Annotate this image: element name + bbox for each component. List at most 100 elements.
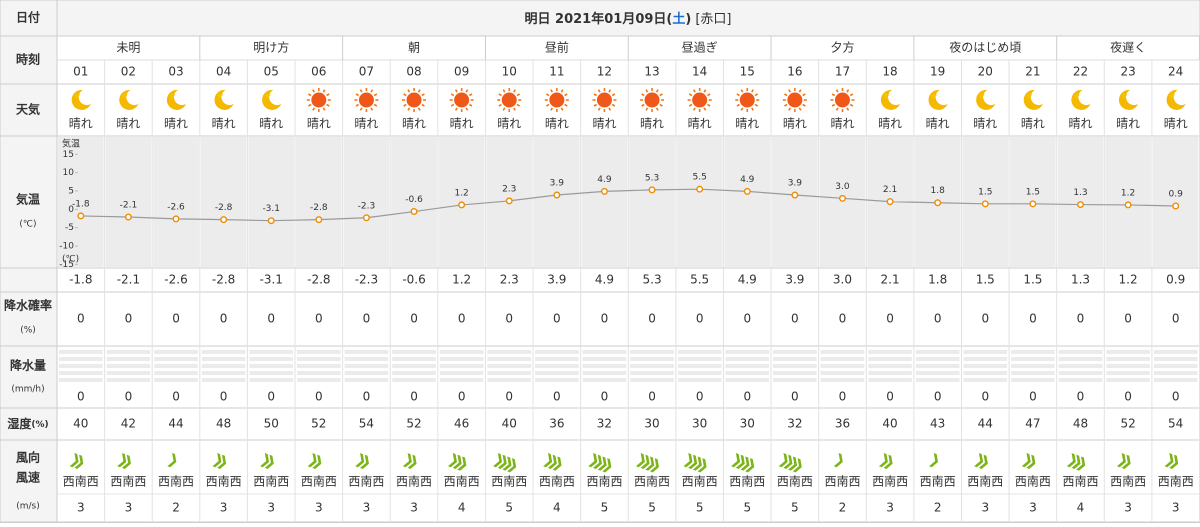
sun-disc bbox=[358, 92, 374, 108]
precip-stripe bbox=[773, 378, 817, 382]
temp-value: -1.8 bbox=[69, 273, 92, 287]
precip-stripe bbox=[535, 371, 579, 375]
wind-chevron bbox=[1076, 456, 1086, 471]
hour-label: 24 bbox=[1168, 65, 1183, 79]
sun-disc bbox=[406, 92, 422, 108]
pop-value: 0 bbox=[743, 312, 751, 326]
weather-text: 晴れ bbox=[259, 117, 283, 131]
precip-value: 0 bbox=[458, 390, 466, 404]
temp-point-label: -2.1 bbox=[120, 201, 138, 211]
wind-icon bbox=[833, 453, 843, 468]
sun-ray bbox=[465, 89, 469, 93]
wind-speed: 5 bbox=[696, 501, 704, 515]
sun-ray bbox=[798, 107, 802, 111]
precip-stripe bbox=[725, 350, 770, 354]
wind-chevron bbox=[1116, 453, 1126, 468]
y-tick-label: 0 bbox=[68, 205, 74, 215]
sun-icon bbox=[640, 88, 665, 112]
sun-ray bbox=[849, 93, 854, 97]
sun-ray bbox=[312, 89, 316, 93]
pop-value: 0 bbox=[220, 312, 228, 326]
weather-text: 晴れ bbox=[640, 117, 664, 131]
wind-chevron bbox=[1164, 453, 1174, 468]
humidity-value: 36 bbox=[835, 417, 850, 431]
pop-value: 0 bbox=[648, 312, 656, 326]
precip-value: 0 bbox=[1172, 390, 1180, 404]
humidity-value: 40 bbox=[882, 417, 897, 431]
sun-ray bbox=[703, 107, 707, 111]
precip-value: 0 bbox=[1124, 390, 1132, 404]
wind-chevron bbox=[597, 456, 607, 471]
pop-value: 0 bbox=[981, 312, 989, 326]
precip-stripe bbox=[868, 378, 912, 382]
precip-value: 0 bbox=[553, 390, 561, 404]
humidity-value: 40 bbox=[502, 417, 517, 431]
precip-stripe bbox=[201, 357, 246, 361]
wind-speed: 4 bbox=[1077, 501, 1085, 515]
temp-point bbox=[1076, 201, 1084, 209]
sun-icon bbox=[687, 88, 712, 112]
precip-stripe bbox=[487, 371, 532, 375]
sun-ray bbox=[593, 93, 598, 97]
sun-ray bbox=[454, 89, 458, 93]
precip-stripe bbox=[630, 371, 674, 375]
precip-stripe bbox=[344, 378, 389, 382]
wind-icon bbox=[260, 453, 274, 469]
precip-stripe bbox=[59, 364, 103, 368]
temp-point-label: 3.9 bbox=[788, 179, 803, 189]
sun-ray bbox=[564, 103, 568, 107]
chart-cell bbox=[1152, 137, 1199, 267]
sun-ray bbox=[835, 107, 839, 111]
temp-value: 2.1 bbox=[881, 273, 900, 287]
precip-stripe bbox=[630, 350, 674, 354]
precip-value: 0 bbox=[77, 390, 85, 404]
temp-point bbox=[172, 215, 180, 223]
wind-chevron bbox=[640, 454, 650, 469]
row-label: 降水確率 bbox=[4, 298, 52, 313]
temp-point bbox=[886, 198, 894, 206]
wind-chevron bbox=[688, 454, 698, 469]
precip-stripe bbox=[820, 350, 865, 354]
weather-text: 晴れ bbox=[926, 117, 950, 131]
wind-chevron bbox=[649, 458, 659, 473]
sun-ray bbox=[736, 93, 740, 97]
sun-disc bbox=[787, 92, 803, 108]
hour-label: 15 bbox=[740, 65, 755, 79]
temp-point bbox=[410, 208, 418, 216]
humidity-value: 47 bbox=[1025, 417, 1040, 431]
wind-icon bbox=[1066, 453, 1086, 471]
wind-direction: 西南西 bbox=[824, 474, 860, 489]
y-tick-label: 15 bbox=[63, 150, 74, 160]
wind-direction: 西南西 bbox=[444, 474, 480, 489]
precip-stripe bbox=[1011, 378, 1055, 382]
row-label: 湿度(%) bbox=[7, 416, 48, 431]
sun-ray bbox=[322, 107, 326, 111]
sun-ray bbox=[835, 89, 839, 93]
precip-stripe bbox=[535, 364, 579, 368]
precip-stripe bbox=[154, 357, 198, 361]
rokuyo: [赤口] bbox=[695, 12, 731, 27]
chart-cell bbox=[676, 137, 723, 267]
precip-stripe bbox=[201, 350, 246, 354]
wind-icon bbox=[929, 453, 938, 468]
sun-ray bbox=[546, 103, 550, 107]
temp-point-label: 4.9 bbox=[597, 175, 612, 185]
hour-label: 21 bbox=[1025, 65, 1040, 79]
sun-ray bbox=[355, 93, 360, 97]
row-unit: (mm/h) bbox=[11, 385, 44, 395]
y-tick-label: -15 bbox=[59, 260, 74, 270]
moon-icon bbox=[1166, 89, 1186, 110]
precip-stripe bbox=[1153, 350, 1198, 354]
precip-stripe bbox=[725, 357, 770, 361]
weather-text: 晴れ bbox=[497, 117, 521, 131]
precip-stripe bbox=[915, 364, 960, 368]
wind-direction: 西南西 bbox=[63, 474, 99, 489]
wind-chevron bbox=[1121, 454, 1131, 469]
precip-stripe bbox=[677, 364, 722, 368]
humidity-label: 湿度 bbox=[7, 416, 32, 431]
hour-label: 22 bbox=[1073, 65, 1088, 79]
hour-label: 23 bbox=[1120, 65, 1135, 79]
precip-stripe bbox=[582, 357, 627, 361]
precip-stripe bbox=[249, 350, 294, 354]
wind-chevron bbox=[497, 454, 507, 469]
